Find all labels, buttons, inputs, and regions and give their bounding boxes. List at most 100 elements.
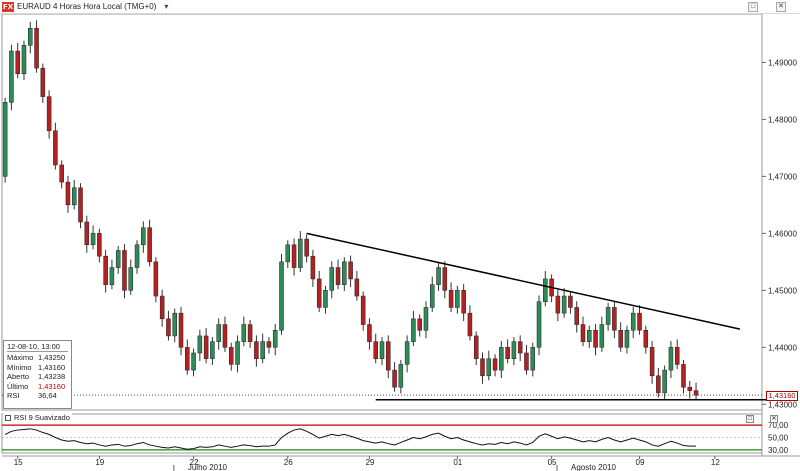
bull-candle <box>21 45 27 75</box>
bull-candle <box>109 267 115 285</box>
data-row-rsi: RSI 36,64 <box>7 391 68 400</box>
bull-candle <box>210 341 215 359</box>
bear-candle <box>417 318 422 331</box>
bear-candle <box>687 386 693 391</box>
bear-candle <box>203 335 209 359</box>
data-value: 36,64 <box>38 391 57 401</box>
data-value: 1,43250 <box>38 353 66 363</box>
rsi-level-label: 50,00 <box>768 434 789 443</box>
rsi-level-label: 30,00 <box>768 446 789 455</box>
data-value: 1,43238 <box>38 372 66 382</box>
bull-candle <box>404 341 410 365</box>
bear-candle <box>103 255 108 285</box>
bull-candle <box>115 250 121 268</box>
bear-candle <box>335 267 341 285</box>
bull-candle <box>298 238 303 268</box>
x-tick-label: 01 <box>453 458 462 467</box>
bear-candle <box>228 347 234 365</box>
bear-candle <box>637 312 642 331</box>
bear-candle <box>291 244 297 268</box>
bear-candle <box>568 295 573 308</box>
bull-candle <box>260 341 265 359</box>
bull-candle <box>191 352 196 371</box>
candlestick-chart[interactable]: 1,49000 1,48000 1,47000 1,46000 1,45000 1,440… <box>0 14 800 471</box>
close-button[interactable]: ✕ <box>776 2 786 12</box>
bear-candle <box>480 358 485 377</box>
bear-candle <box>448 290 454 308</box>
bear-candle <box>467 312 473 337</box>
bear-candle <box>681 364 686 388</box>
bear-candle <box>524 352 529 371</box>
data-value: 1,43160 <box>38 362 66 372</box>
bull-candle <box>197 335 203 354</box>
bear-candle <box>84 221 90 246</box>
data-label: Aberto <box>7 372 30 382</box>
bull-candle <box>141 227 146 246</box>
data-row-last: Último 1,43160 <box>7 382 68 391</box>
data-label: Máximo <box>7 353 34 363</box>
bull-candle <box>323 290 328 308</box>
bear-candle <box>693 390 699 396</box>
bull-candle <box>429 284 435 308</box>
bear-candle <box>674 347 680 365</box>
rsi-title-text: RSI 9 Suavizado <box>14 413 70 422</box>
rsi-line <box>4 428 697 450</box>
bear-candle <box>505 347 510 359</box>
data-label: Último <box>7 381 29 391</box>
last-price-tag: 1,43160 <box>766 391 798 401</box>
bull-candle <box>172 312 177 337</box>
rsi-panel-frame <box>1 413 763 454</box>
bull-candle <box>90 233 96 246</box>
bull-candle <box>134 244 140 268</box>
checkbox-icon[interactable] <box>5 414 11 421</box>
data-row-low: Mínimo 1,43160 <box>7 363 68 372</box>
data-label: RSI <box>7 391 20 401</box>
chevron-down-icon[interactable]: ▾ <box>164 2 169 11</box>
bull-candle <box>2 102 8 177</box>
bear-candle <box>386 341 391 371</box>
bear-candle <box>266 341 272 348</box>
bear-candle <box>473 335 479 359</box>
bear-candle <box>78 187 83 223</box>
bull-candle <box>398 364 404 388</box>
bull-candle <box>605 307 611 325</box>
trendline <box>306 232 741 330</box>
maximize-button[interactable]: □ <box>748 2 758 12</box>
bear-candle <box>593 329 598 348</box>
bear-candle <box>97 233 102 257</box>
data-value: 1,43160 <box>38 381 66 391</box>
data-row-high: Máximo 1,43250 <box>7 353 68 362</box>
bear-candle <box>147 227 152 263</box>
rsi-panel-title[interactable]: RSI 9 Suavizado <box>3 413 72 422</box>
rsi-maximize-button[interactable]: □ <box>746 415 754 423</box>
bull-candle <box>543 278 548 302</box>
bear-candle <box>656 375 661 394</box>
bear-candle <box>367 324 372 342</box>
bull-candle <box>28 27 33 46</box>
x-tick-label: 29 <box>365 458 374 467</box>
y-tick-label: 1,44000 <box>768 343 797 352</box>
bull-candle <box>216 324 221 342</box>
bear-candle <box>360 295 366 325</box>
bear-candle <box>643 329 649 348</box>
bear-candle <box>442 267 448 291</box>
x-tick-label: 15 <box>14 458 23 467</box>
x-tick-label: 12 <box>711 458 720 467</box>
bear-candle <box>555 295 561 314</box>
bull-candle <box>455 290 460 308</box>
rsi-close-button[interactable]: ✕ <box>770 415 778 423</box>
bear-candle <box>373 341 378 359</box>
bull-candle <box>9 50 14 103</box>
bear-candle <box>159 295 165 320</box>
data-label: Mínimo <box>7 362 32 372</box>
x-tick-label: 09 <box>636 458 645 467</box>
y-tick-label: 1,49000 <box>768 58 797 67</box>
bear-candle <box>15 50 20 75</box>
bull-candle <box>624 329 630 348</box>
bear-candle <box>254 341 259 359</box>
bear-candle <box>461 290 466 314</box>
bear-candle <box>247 324 253 342</box>
bear-candle <box>40 67 46 97</box>
y-tick-label: 1,43000 <box>768 400 797 409</box>
bear-candle <box>348 261 353 280</box>
